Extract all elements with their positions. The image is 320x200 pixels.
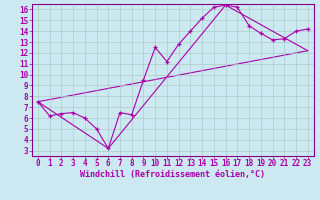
X-axis label: Windchill (Refroidissement éolien,°C): Windchill (Refroidissement éolien,°C) (80, 170, 265, 179)
